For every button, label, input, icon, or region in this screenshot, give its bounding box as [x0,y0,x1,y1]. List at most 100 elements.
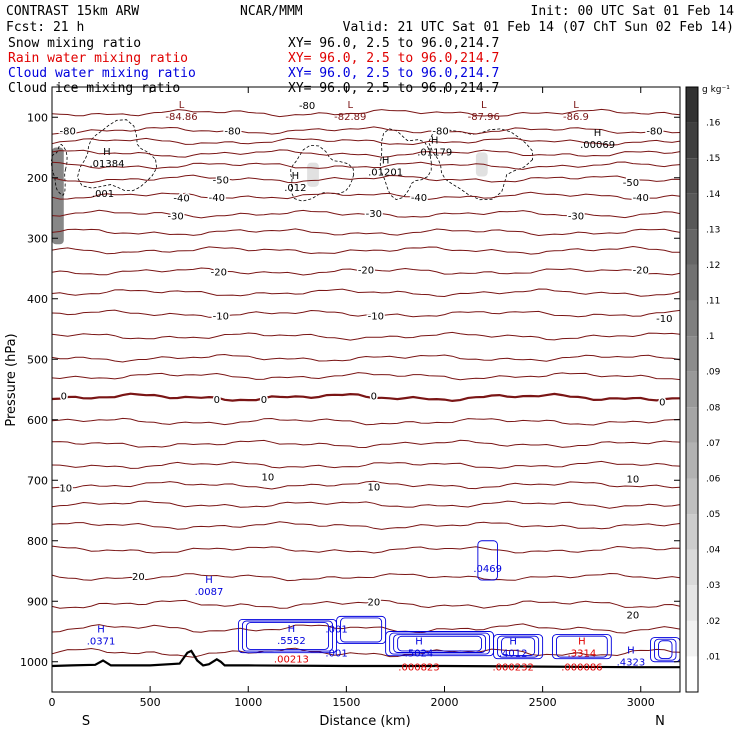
extremum-value: .01201 [368,168,403,179]
header-title: CONTRAST 15km ARW [6,4,139,19]
extremum-value: .0469 [473,564,502,575]
y-tick-label: 300 [27,232,48,245]
extremum-mark: L [348,100,354,111]
cloud-water-contour [393,634,487,653]
extremum-mark: H [292,171,300,182]
plot-frame [51,86,681,693]
contour-label: -20 [358,266,374,277]
contour-label: 10 [59,484,72,495]
contour-label: 0 [659,398,665,409]
cloud-water-contour [555,635,608,658]
temperature-contour [51,191,681,200]
colorbar-segment [686,264,698,301]
contour-label: -80 [432,127,448,138]
colorbar-segment [686,229,698,265]
contour-label: 0 [214,395,220,406]
extremum-value: .001 [325,624,347,635]
temperature-contour [51,149,681,158]
extremum-value: .01384 [89,159,124,170]
cloud-water-contour [389,632,491,655]
field-xy: XY= 96.0, 2.5 to 96.0,214.7 [288,36,499,51]
north-label: N [655,714,665,729]
contour-label: -80 [646,127,662,138]
field-xy: XY= 96.0, 2.5 to 96.0,214.7 [288,51,499,66]
colorbar-tick-label: .07 [706,439,720,449]
y-tick-label: 200 [27,172,48,185]
contour-label: -30 [568,211,584,222]
extremum-value: -86.9 [563,112,589,123]
colorbar-tick-label: .14 [706,190,721,200]
colorbar-tick-label: .15 [706,154,720,164]
extremum-value: -84.86 [165,112,197,123]
cloud-water-contour [658,640,673,659]
contour-label: 20 [367,597,380,608]
y-tick-label: 600 [27,414,48,427]
contour-label: 10 [627,474,640,485]
colorbar-tick-label: .13 [706,225,720,235]
temperature-contour [51,209,681,219]
extremum-mark: H [627,646,635,657]
extremum-value: .012 [284,183,306,194]
extremum-value: .3314 [568,649,597,660]
contour-label: -40 [411,193,427,204]
field-name: Snow mixing ratio [8,36,141,51]
cloud-water-contour [245,622,330,650]
colorbar-segment [686,371,698,408]
colorbar-tick-label: .16 [706,119,721,129]
y-tick-label: 400 [27,293,48,306]
contour-label: -40 [209,193,225,204]
field-name: Cloud ice mixing ratio [8,81,180,96]
colorbar-tick-label: .04 [706,546,721,556]
cloud-water-contours [237,540,681,663]
colorbar-segment [686,87,698,123]
cloud-water-contour [497,635,540,658]
colorbar-segment [686,620,698,657]
x-axis-label: Distance (km) [319,714,410,729]
colorbar-segment [686,585,698,621]
snow-shade-patch [52,147,64,245]
contour-labels: -80 -80 -80 -80 -80 -50 -50 -40 -40 -40 -40 -30 -30 -… [58,100,674,623]
colorbar-tick-label: .1 [706,332,715,342]
cloud-water-contour [241,620,334,652]
extremum-mark: H [578,637,586,648]
temperature-contour [51,521,681,530]
contour-label: 20 [627,611,640,622]
colorbar-tick-label: .02 [706,617,720,627]
extremum-value: .001 [325,649,347,660]
cloud-ice-contour [379,128,432,201]
cloud-water-contour [336,615,387,645]
colorbar-segment [686,656,698,692]
temperature-contour [51,545,681,554]
temperature-contour [51,623,681,634]
temperature-contour [51,108,681,118]
temperature-contour [51,331,681,341]
contour-label: -20 [633,266,649,277]
contour-label: -10 [368,312,384,323]
extremum-mark: H [103,147,111,158]
cloud-water-contour [501,637,536,656]
x-tick-label: 2500 [529,696,557,709]
field-xy: XY= 96.0, 2.5 to 96.0,214.7 [288,81,499,96]
temperature-contour [51,161,681,170]
extremum-value: .5024 [405,649,434,660]
y-tick-label: 900 [27,595,48,608]
colorbar-segment [686,478,698,515]
extremum-value: .000086 [561,663,602,674]
temperature-contour [51,228,681,237]
extremum-mark: L [179,100,185,111]
extremum-value: .00069 [580,140,615,151]
x-tick-label: 500 [140,696,161,709]
contour-label: -40 [633,193,649,204]
temperature-contour [51,460,681,469]
extremum-value: .01179 [417,148,452,159]
temperature-contour [51,480,681,490]
temperature-contour [51,572,681,582]
extremum-mark: H [431,136,439,147]
contour-label: -20 [211,268,227,279]
y-tick-label: 700 [27,474,48,487]
y-tick-label: 800 [27,535,48,548]
temperature-contour [51,309,681,318]
extremum-value: .4012 [499,649,528,660]
y-tick-label: 500 [27,353,48,366]
